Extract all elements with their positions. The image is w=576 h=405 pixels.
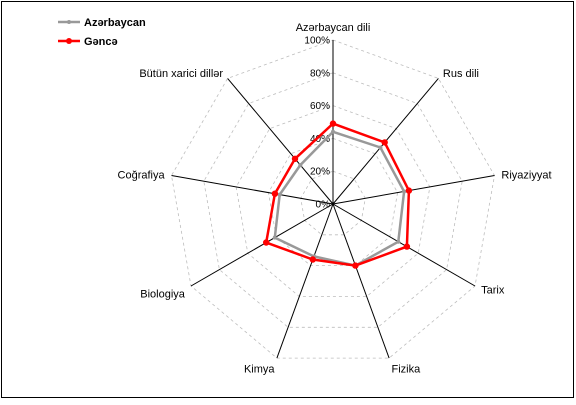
category-label: Riyaziyyat [501, 169, 551, 181]
data-point [352, 262, 359, 269]
series-line [273, 130, 406, 267]
tick-label: 80% [310, 68, 330, 79]
legend-swatch-marker [67, 20, 71, 24]
category-label: Kimya [244, 364, 275, 376]
tick-label: 20% [310, 167, 330, 178]
legend-label: Azərbaycan [84, 17, 146, 29]
grid-ring [300, 170, 366, 236]
data-point [272, 235, 277, 240]
data-point [403, 243, 411, 250]
radar-axis [171, 175, 334, 205]
data-point [271, 190, 279, 197]
category-label: Rus dili [443, 68, 479, 80]
data-point [263, 239, 270, 246]
category-label: Azərbaycan dili [296, 22, 371, 34]
series-layer [263, 120, 413, 269]
tick-label: 100% [304, 36, 330, 47]
radar-grid [171, 39, 495, 359]
chart-border [1, 1, 574, 398]
grid-ring [267, 137, 399, 267]
radial-tick-labels: 0% 20% 40% 60% 80% 100% [304, 36, 330, 211]
radar-axis [190, 203, 334, 287]
legend: Azərbaycan Gəncə [52, 11, 152, 49]
category-labels: Azərbaycan dili Rus dili Riyaziyyat Tarix Fi… [118, 22, 552, 376]
radar-axis [332, 175, 495, 205]
category-label: Tarix [481, 285, 505, 297]
data-point [309, 256, 316, 263]
data-point [381, 139, 388, 146]
category-label: Coğrafiya [118, 169, 166, 181]
grid-ring [171, 39, 495, 359]
category-label: Bütün xarici dillər [139, 68, 223, 80]
data-point [277, 192, 282, 197]
legend-label: Gəncə [84, 36, 118, 48]
legend-swatch-marker [66, 38, 72, 44]
data-point [396, 239, 401, 244]
data-point [329, 120, 337, 127]
tick-label: 0% [316, 200, 331, 211]
radar-axis [276, 203, 334, 359]
grid-ring [203, 72, 463, 328]
data-point [331, 129, 335, 134]
radar-axis [332, 203, 476, 287]
data-point [378, 145, 383, 150]
data-point [298, 163, 303, 168]
grid-ring [235, 105, 431, 297]
tick-label: 40% [310, 134, 330, 145]
category-label: Fizika [392, 364, 422, 376]
category-label: Biologiya [140, 289, 186, 301]
data-point [405, 187, 413, 194]
radar-axis [227, 78, 334, 205]
data-point [291, 155, 299, 162]
data-point [402, 189, 407, 194]
series-line [264, 122, 411, 267]
radar-axis [332, 203, 390, 359]
tick-label: 60% [310, 101, 330, 112]
